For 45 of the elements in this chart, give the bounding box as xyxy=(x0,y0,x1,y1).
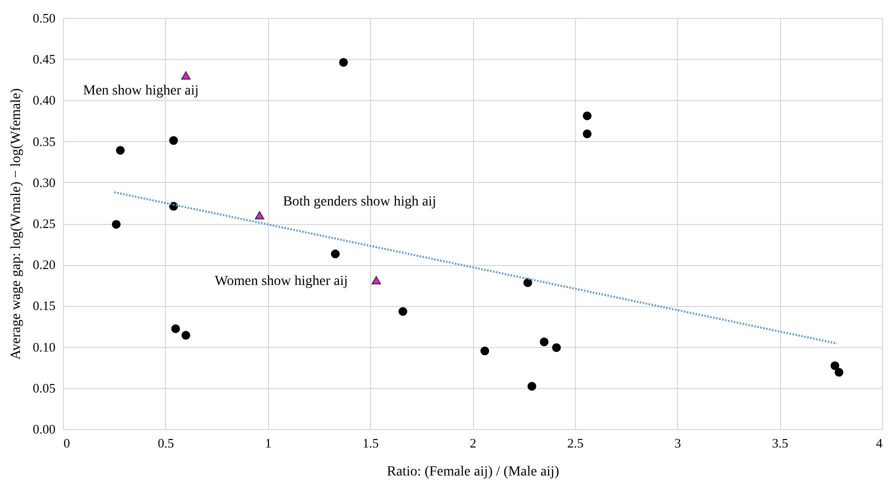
x-tick-label: 3.5 xyxy=(772,436,788,450)
y-tick-label: 0.05 xyxy=(32,380,56,396)
annotation: Men show higher aij xyxy=(83,84,199,99)
point xyxy=(339,58,348,67)
point xyxy=(398,307,408,316)
x-axis-title: Ratio: (Female aij) / (Male aij) xyxy=(386,464,560,480)
x-tick-label: 0.5 xyxy=(158,436,174,450)
y-tick-label: 0.20 xyxy=(32,257,56,272)
point xyxy=(116,146,125,155)
point xyxy=(372,276,381,284)
point xyxy=(169,136,178,145)
y-tick-label: 0.35 xyxy=(32,134,56,149)
point xyxy=(181,71,191,80)
x-tick-label: 2.5 xyxy=(567,436,584,450)
annotation: Women show higher aij xyxy=(214,274,348,290)
point xyxy=(830,361,840,370)
y-tick-label: 0.45 xyxy=(32,52,56,67)
point xyxy=(112,220,121,229)
annotation: Both genders show high aij xyxy=(282,194,436,210)
y-tick-label: 0.00 xyxy=(32,422,56,436)
x-tick-label: 0 xyxy=(64,436,70,450)
point xyxy=(171,324,180,334)
point xyxy=(582,130,592,138)
point xyxy=(552,343,561,352)
y-tick-label: 0.50 xyxy=(32,10,56,26)
y-tick-label: 0.25 xyxy=(32,216,56,231)
point xyxy=(834,368,844,377)
point xyxy=(523,278,532,288)
y-tick-label: 0.15 xyxy=(32,298,56,314)
y-tick-label: 0.30 xyxy=(32,174,56,190)
x-tick-label: 3 xyxy=(674,436,681,450)
point xyxy=(254,211,264,220)
x-tick-label: 2 xyxy=(470,436,476,450)
y-tick-label: 0.40 xyxy=(32,92,56,108)
point xyxy=(582,111,592,120)
point xyxy=(528,382,536,391)
point xyxy=(480,346,490,356)
point xyxy=(540,338,549,346)
point xyxy=(330,250,340,258)
x-tick-label: 1.5 xyxy=(362,436,379,450)
x-tick-label: 4 xyxy=(876,436,883,450)
x-tick-label: 1 xyxy=(265,436,272,450)
y-axis-title: Average wage gap: log(Wmale) − log(Wfemale) xyxy=(8,88,24,360)
y-tick-label: 0.10 xyxy=(32,339,56,354)
point xyxy=(181,330,190,340)
